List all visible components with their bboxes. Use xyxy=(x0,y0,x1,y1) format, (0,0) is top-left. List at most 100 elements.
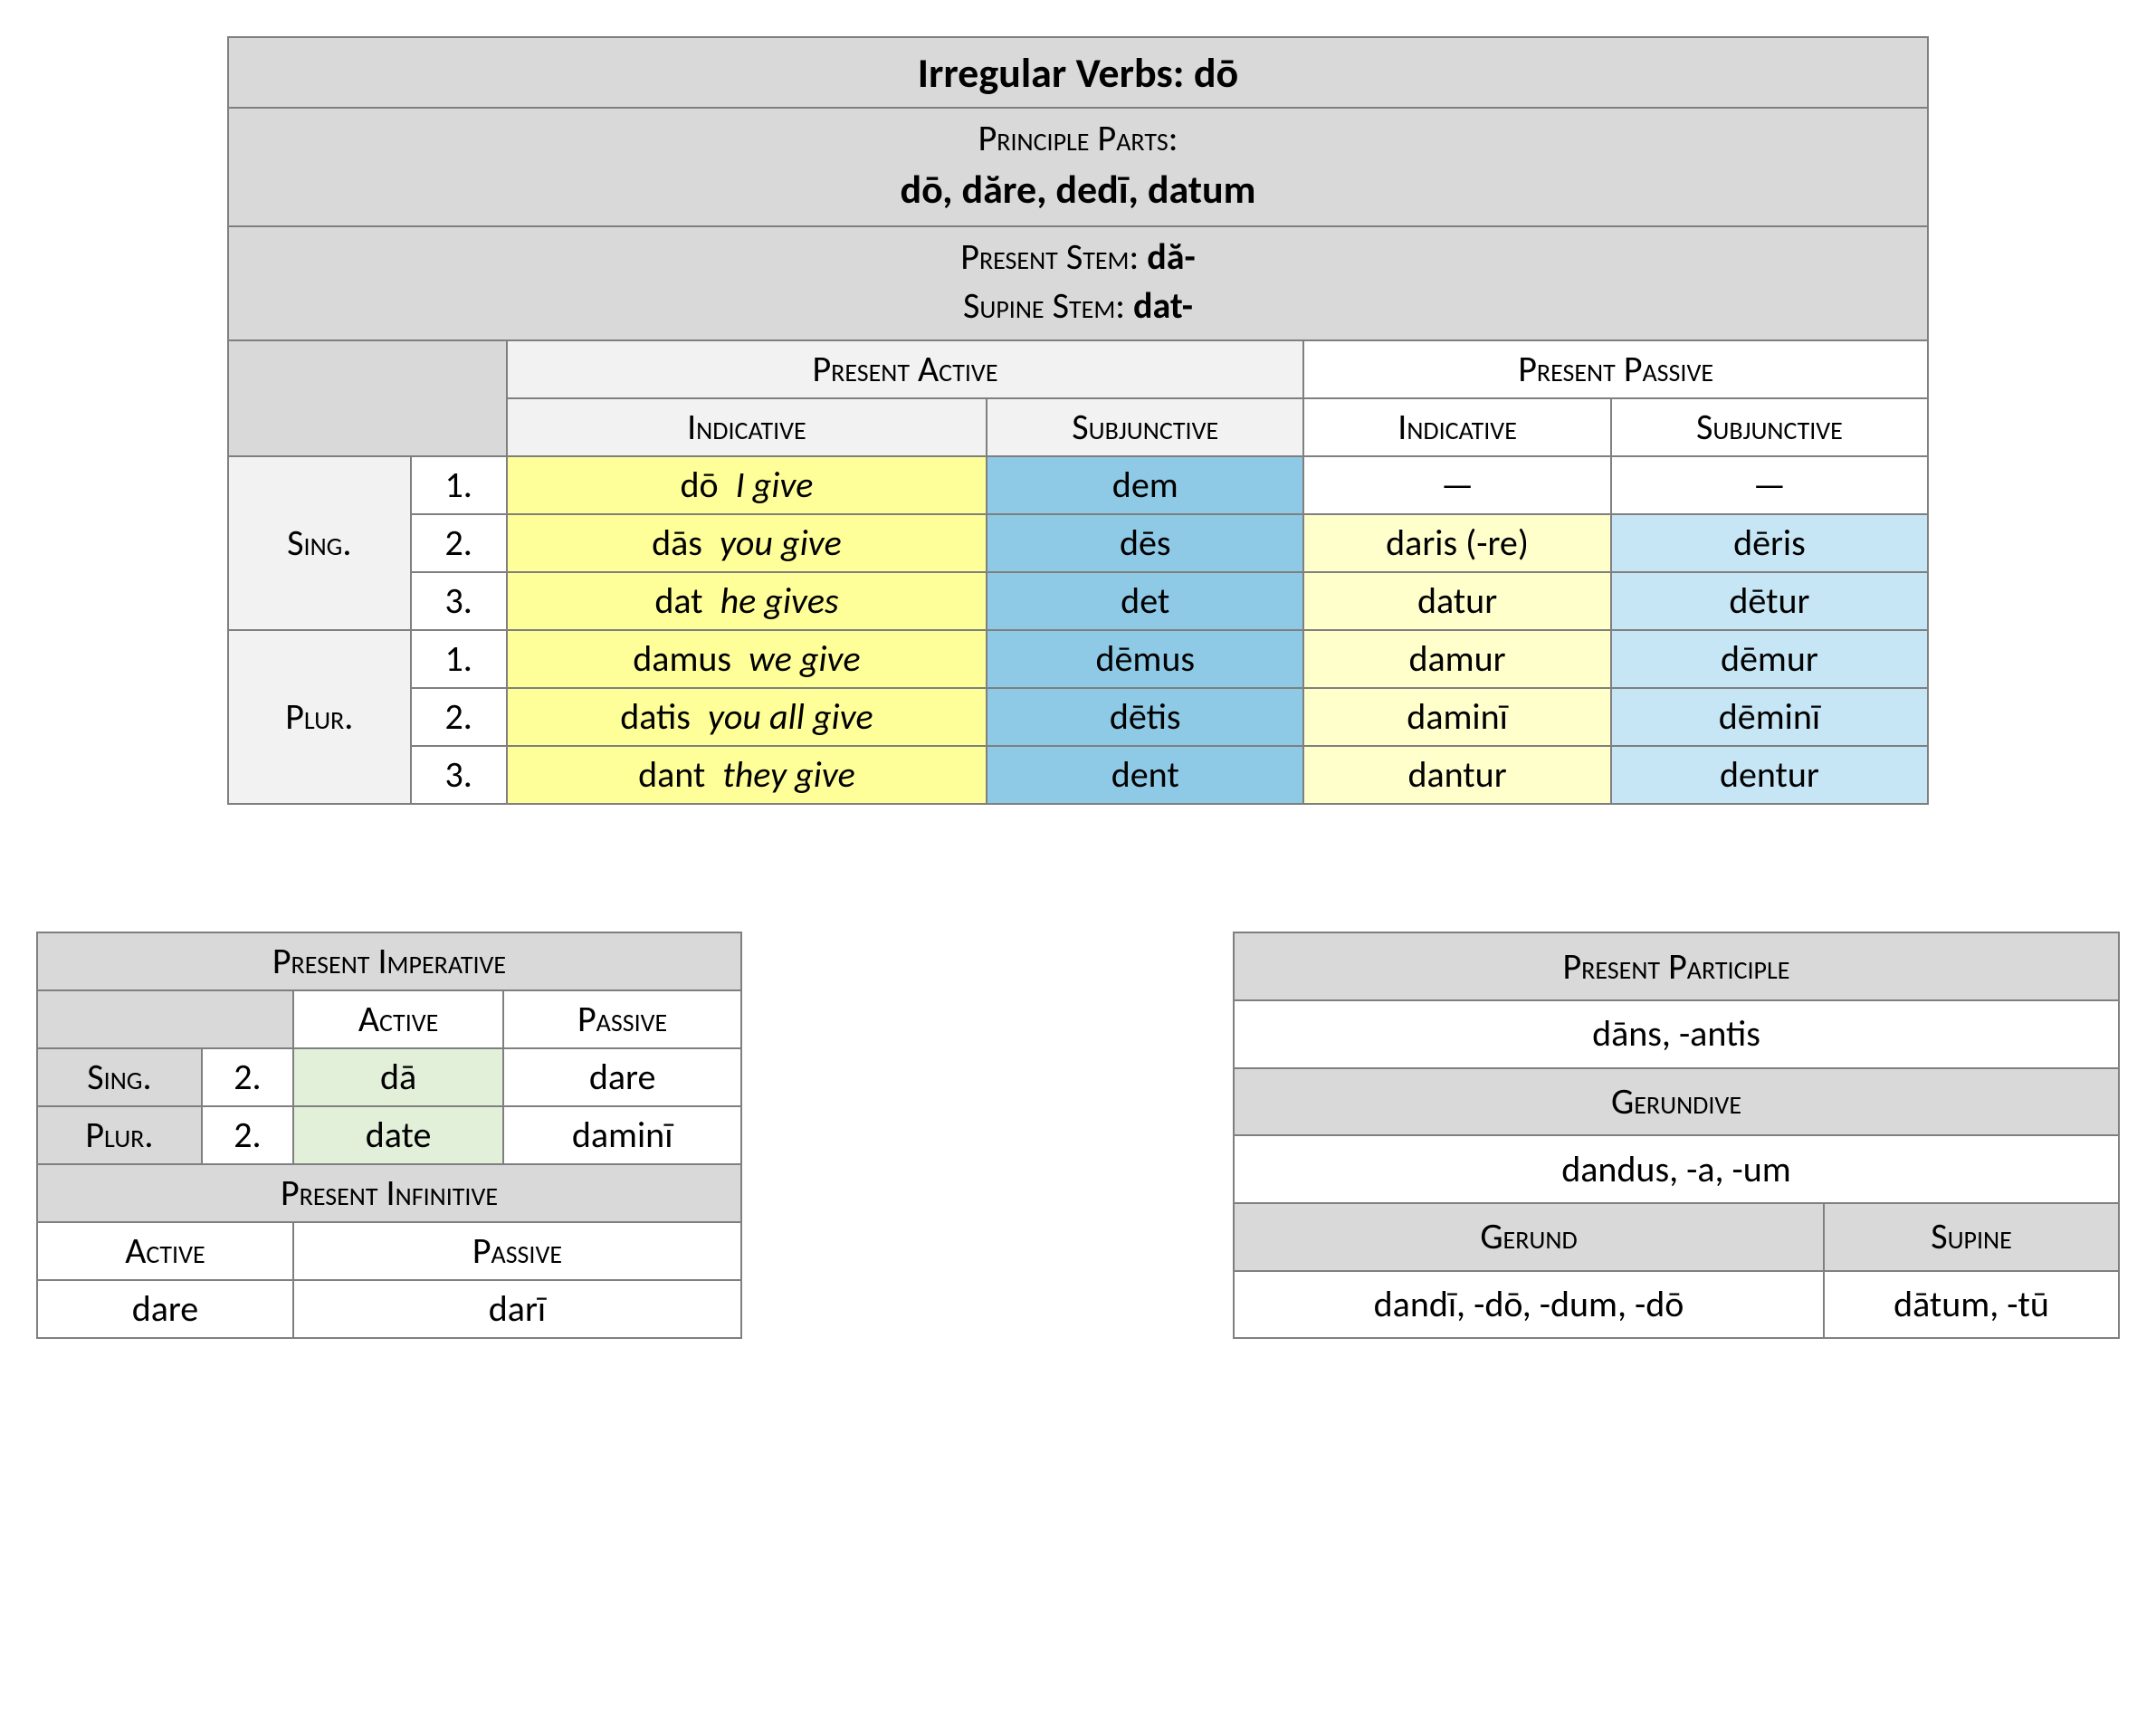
header-indicative-passive: Indicative xyxy=(1303,398,1611,456)
table-row: 2. datis you all give dētis daminī dēmin… xyxy=(228,688,1928,746)
infinitive-title-row: Present Infinitive xyxy=(37,1164,741,1222)
supine-stem-label: Supine Stem: xyxy=(963,283,1133,328)
infinitive-passive: darī xyxy=(293,1280,741,1338)
title-row: Irregular Verbs: dō xyxy=(228,37,1928,108)
gerund-value: dandī, -dō, -dum, -dō xyxy=(1234,1271,1824,1339)
imperative-passive-label: Passive xyxy=(503,990,741,1048)
cell-indicative-passive: daminī xyxy=(1303,688,1611,746)
present-participle-value: dāns, -antis xyxy=(1234,1000,2119,1068)
stems-cell: Present Stem: dă- Supine Stem: dat- xyxy=(228,226,1928,340)
imperative-plur-active: date xyxy=(293,1106,503,1164)
principle-parts-row: Principle Parts: dō, dăre, dedī, datum xyxy=(228,108,1928,226)
cell-subjunctive-passive: dētur xyxy=(1611,572,1928,630)
person-cell: 1. xyxy=(411,630,507,688)
conjugation-table: Irregular Verbs: dō Principle Parts: dō,… xyxy=(227,36,1929,805)
row-label-sing: Sing. xyxy=(228,456,411,630)
cell-subjunctive-active: dēs xyxy=(987,514,1303,572)
imperative-subheader-row: Active Passive xyxy=(37,990,741,1048)
table-row: 2. dās you give dēs daris (-re) dēris xyxy=(228,514,1928,572)
table-row: Plur. 2. date daminī xyxy=(37,1106,741,1164)
imperative-infinitive-table: Present Imperative Active Passive Sing. … xyxy=(36,932,742,1339)
cell-subjunctive-active: dent xyxy=(987,746,1303,804)
person-cell: 2. xyxy=(202,1048,293,1106)
gerundive-value: dandus, -a, -um xyxy=(1234,1135,2119,1203)
header-blank xyxy=(228,340,507,456)
person-cell: 2. xyxy=(202,1106,293,1164)
infinitive-active: dare xyxy=(37,1280,293,1338)
table-row: Sing. 2. dā dare xyxy=(37,1048,741,1106)
table-row: dandus, -a, -um xyxy=(1234,1135,2119,1203)
cell-subjunctive-passive: dentur xyxy=(1611,746,1928,804)
table-row: 3. dat he gives det datur dētur xyxy=(228,572,1928,630)
stems-row: Present Stem: dă- Supine Stem: dat- xyxy=(228,226,1928,340)
person-cell: 2. xyxy=(411,514,507,572)
header-present-active: Present Active xyxy=(507,340,1304,398)
person-cell: 1. xyxy=(411,456,507,514)
header-subjunctive-active: Subjunctive xyxy=(987,398,1303,456)
person-cell: 2. xyxy=(411,688,507,746)
table-row: dāns, -antis xyxy=(1234,1000,2119,1068)
cell-subjunctive-active: det xyxy=(987,572,1303,630)
table-row: Sing. 1. dō I give dem — — xyxy=(228,456,1928,514)
imperative-title: Present Imperative xyxy=(37,932,741,990)
cell-subjunctive-passive: dēminī xyxy=(1611,688,1928,746)
present-stem-label: Present Stem: xyxy=(960,234,1147,279)
imperative-title-row: Present Imperative xyxy=(37,932,741,990)
row-label-plur: Plur. xyxy=(37,1106,202,1164)
imperative-sing-passive: dare xyxy=(503,1048,741,1106)
table-row: dandī, -dō, -dum, -dō dātum, -tū xyxy=(1234,1271,2119,1339)
infinitive-subheader-row: Active Passive xyxy=(37,1222,741,1280)
cell-indicative-active: dās you give xyxy=(507,514,987,572)
present-stem-value: dă- xyxy=(1147,234,1195,279)
principle-parts-label: Principle Parts: xyxy=(978,116,1178,160)
table-row: 3. dant they give dent dantur dentur xyxy=(228,746,1928,804)
cell-indicative-passive: datur xyxy=(1303,572,1611,630)
header-present-passive: Present Passive xyxy=(1303,340,1928,398)
table-row: Plur. 1. damus we give dēmus damur dēmur xyxy=(228,630,1928,688)
cell-indicative-active: damus we give xyxy=(507,630,987,688)
gerundive-title-row: Gerundive xyxy=(1234,1068,2119,1136)
supine-value: dātum, -tū xyxy=(1824,1271,2119,1339)
principle-parts: Principle Parts: dō, dăre, dedī, datum xyxy=(228,108,1928,226)
supine-stem-value: dat- xyxy=(1133,283,1193,328)
cell-subjunctive-passive: — xyxy=(1611,456,1928,514)
cell-subjunctive-active: dem xyxy=(987,456,1303,514)
row-label-plur: Plur. xyxy=(228,630,411,804)
lower-section: Present Imperative Active Passive Sing. … xyxy=(27,932,2129,1339)
cell-indicative-active: dat he gives xyxy=(507,572,987,630)
cell-subjunctive-active: dētis xyxy=(987,688,1303,746)
voice-header-row: Present Active Present Passive xyxy=(228,340,1928,398)
table-title: Irregular Verbs: dō xyxy=(228,37,1928,108)
infinitive-title: Present Infinitive xyxy=(37,1164,741,1222)
header-indicative-active: Indicative xyxy=(507,398,987,456)
present-participle-label: Present Participle xyxy=(1234,932,2119,1000)
cell-subjunctive-active: dēmus xyxy=(987,630,1303,688)
imperative-plur-passive: daminī xyxy=(503,1106,741,1164)
imperative-sing-active: dā xyxy=(293,1048,503,1106)
gerund-supine-title-row: Gerund Supine xyxy=(1234,1203,2119,1271)
gerund-label: Gerund xyxy=(1234,1203,1824,1271)
infinitive-passive-label: Passive xyxy=(293,1222,741,1280)
imperative-blank xyxy=(37,990,293,1048)
cell-indicative-passive: damur xyxy=(1303,630,1611,688)
cell-subjunctive-passive: dēris xyxy=(1611,514,1928,572)
cell-indicative-passive: — xyxy=(1303,456,1611,514)
person-cell: 3. xyxy=(411,572,507,630)
participle-title-row: Present Participle xyxy=(1234,932,2119,1000)
supine-label: Supine xyxy=(1824,1203,2119,1271)
row-label-sing: Sing. xyxy=(37,1048,202,1106)
cell-indicative-passive: daris (-re) xyxy=(1303,514,1611,572)
infinitive-active-label: Active xyxy=(37,1222,293,1280)
cell-indicative-passive: dantur xyxy=(1303,746,1611,804)
cell-subjunctive-passive: dēmur xyxy=(1611,630,1928,688)
imperative-active-label: Active xyxy=(293,990,503,1048)
cell-indicative-active: dant they give xyxy=(507,746,987,804)
cell-indicative-active: dō I give xyxy=(507,456,987,514)
header-subjunctive-passive: Subjunctive xyxy=(1611,398,1928,456)
gerundive-label: Gerundive xyxy=(1234,1068,2119,1136)
cell-indicative-active: datis you all give xyxy=(507,688,987,746)
person-cell: 3. xyxy=(411,746,507,804)
principle-parts-forms: dō, dăre, dedī, datum xyxy=(901,165,1256,214)
participle-table: Present Participle dāns, -antis Gerundiv… xyxy=(1233,932,2120,1339)
table-row: dare darī xyxy=(37,1280,741,1338)
